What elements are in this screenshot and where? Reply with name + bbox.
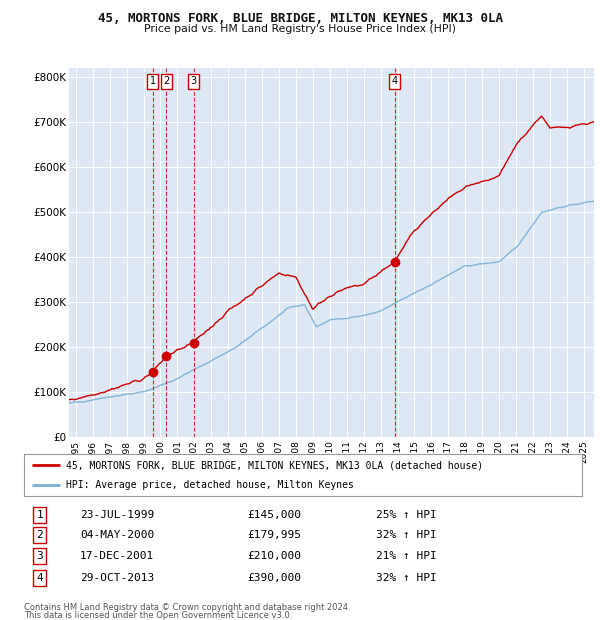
Text: 2: 2 — [163, 76, 169, 86]
Text: 32% ↑ HPI: 32% ↑ HPI — [376, 530, 436, 541]
Text: 4: 4 — [392, 76, 398, 86]
Text: 2: 2 — [36, 530, 43, 541]
Text: 1: 1 — [36, 510, 43, 520]
Text: Contains HM Land Registry data © Crown copyright and database right 2024.: Contains HM Land Registry data © Crown c… — [24, 603, 350, 612]
Text: 32% ↑ HPI: 32% ↑ HPI — [376, 574, 436, 583]
Text: HPI: Average price, detached house, Milton Keynes: HPI: Average price, detached house, Milt… — [66, 480, 354, 490]
Text: 1: 1 — [150, 76, 156, 86]
Text: 17-DEC-2001: 17-DEC-2001 — [80, 551, 154, 561]
Text: Price paid vs. HM Land Registry's House Price Index (HPI): Price paid vs. HM Land Registry's House … — [144, 24, 456, 33]
Text: £210,000: £210,000 — [247, 551, 301, 561]
Text: 04-MAY-2000: 04-MAY-2000 — [80, 530, 154, 541]
Text: 23-JUL-1999: 23-JUL-1999 — [80, 510, 154, 520]
Text: 45, MORTONS FORK, BLUE BRIDGE, MILTON KEYNES, MK13 0LA: 45, MORTONS FORK, BLUE BRIDGE, MILTON KE… — [97, 12, 503, 25]
Text: 25% ↑ HPI: 25% ↑ HPI — [376, 510, 436, 520]
Text: 29-OCT-2013: 29-OCT-2013 — [80, 574, 154, 583]
Text: 45, MORTONS FORK, BLUE BRIDGE, MILTON KEYNES, MK13 0LA (detached house): 45, MORTONS FORK, BLUE BRIDGE, MILTON KE… — [66, 460, 483, 470]
Text: 4: 4 — [36, 574, 43, 583]
Text: £145,000: £145,000 — [247, 510, 301, 520]
Text: £179,995: £179,995 — [247, 530, 301, 541]
Text: £390,000: £390,000 — [247, 574, 301, 583]
Text: 21% ↑ HPI: 21% ↑ HPI — [376, 551, 436, 561]
Text: 3: 3 — [36, 551, 43, 561]
Text: This data is licensed under the Open Government Licence v3.0.: This data is licensed under the Open Gov… — [24, 611, 292, 620]
Text: 3: 3 — [191, 76, 197, 86]
